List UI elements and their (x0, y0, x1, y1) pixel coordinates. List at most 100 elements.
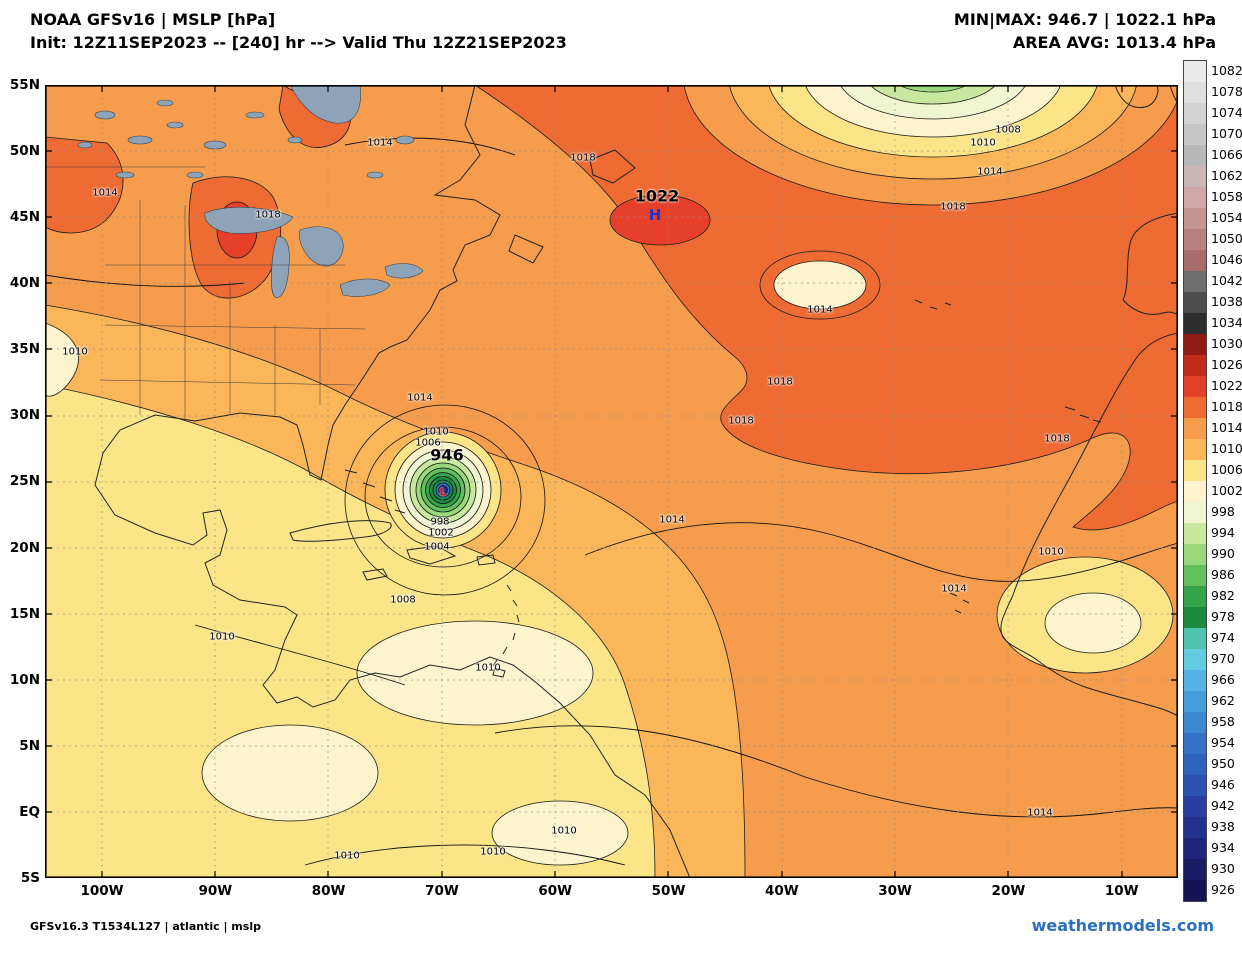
hurricane-rings (344, 404, 546, 596)
lat-axis-label: 5S (20, 869, 40, 886)
pressure-fills (45, 85, 1178, 878)
colorbar-tick-label: 926 (1211, 882, 1235, 897)
lat-axis-label: 50N (9, 143, 40, 160)
colorbar-tick-label: 1058 (1211, 189, 1242, 204)
colorbar-tick-label: 1070 (1211, 126, 1242, 141)
colorbar-cell (1184, 439, 1206, 460)
colorbar-cell (1184, 649, 1206, 670)
lon-axis-label: 30W (878, 883, 912, 899)
colorbar-cell (1184, 250, 1206, 271)
colorbar-tick-label: 1042 (1211, 273, 1242, 288)
lakes (77, 85, 424, 298)
lon-axis-label: 40W (764, 883, 799, 899)
colorbar-cell (1184, 292, 1206, 313)
colorbar-tick-label: 998 (1211, 504, 1235, 519)
colorbar-cell (1184, 775, 1206, 796)
colorbar-cell (1184, 145, 1206, 166)
colorbar-cell (1184, 208, 1206, 229)
colorbar-cell (1184, 838, 1206, 859)
colorbar-cell (1184, 397, 1206, 418)
colorbar-tick-label: 974 (1211, 630, 1235, 645)
colorbar-cell (1184, 607, 1206, 628)
lon-axis-label: 70W (425, 883, 459, 899)
colorbar-tick-label: 946 (1211, 777, 1235, 792)
colorbar-tick-label: 1034 (1211, 315, 1242, 330)
colorbar-cell (1184, 61, 1206, 82)
page-title: NOAA GFSv16 | MSLP [hPa] (30, 10, 276, 29)
colorbar-cell (1184, 628, 1206, 649)
colorbar-cell (1184, 880, 1206, 901)
colorbar-cell (1184, 670, 1206, 691)
colorbar-tick-label: 1046 (1211, 252, 1242, 267)
colorbar-tick-label: 934 (1211, 840, 1235, 855)
colorbar-cell (1184, 502, 1206, 523)
lon-axis-label: 100W (80, 883, 124, 899)
colorbar-cell (1184, 817, 1206, 838)
colorbar-cell (1184, 124, 1206, 145)
colorbar-tick-label: 962 (1211, 693, 1235, 708)
colorbar-cell (1184, 523, 1206, 544)
lat-axis-label: 15N (9, 605, 40, 622)
colorbar-cell (1184, 271, 1206, 292)
colorbar-tick-label: 1074 (1211, 105, 1242, 120)
colorbar-tick-label: 1038 (1211, 294, 1242, 309)
lat-axis-label: 5N (19, 737, 40, 754)
map-panel: 1014 1014 1018 1018 1014 1018 1008 1010 1014 1018… (45, 85, 1178, 878)
grid-lines (45, 85, 1178, 878)
colorbar-tick-label: 986 (1211, 567, 1235, 582)
colorbar-tick-label: 938 (1211, 819, 1235, 834)
colorbar-tick-label: 1014 (1211, 420, 1242, 435)
colorbar-tick-label: 1022 (1211, 378, 1242, 393)
lat-axis-label: 40N (9, 275, 40, 292)
lon-axis-label: 50W (651, 883, 686, 899)
colorbar-tick-label: 950 (1211, 756, 1235, 771)
lat-axis-label: EQ (19, 803, 40, 820)
header-right: MIN|MAX: 946.7 | 1022.1 hPa AREA AVG: 10… (954, 8, 1216, 54)
colorbar-tick-label: 1018 (1211, 399, 1242, 414)
minmax-readout: MIN|MAX: 946.7 | 1022.1 hPa (953, 10, 1216, 29)
colorbar-tick-label: 982 (1211, 588, 1235, 603)
colorbar-cell (1184, 544, 1206, 565)
colorbar-cell (1184, 166, 1206, 187)
colorbar-tick-label: 958 (1211, 714, 1235, 729)
lon-axis-label: 90W (198, 883, 233, 899)
colorbar-cell (1184, 586, 1206, 607)
model-info: GFSv16.3 T1534L127 | atlantic | mslp (30, 920, 261, 933)
colorbar-cell (1184, 565, 1206, 586)
colorbar-tick-label: 1082 (1211, 63, 1242, 78)
colorbar-tick-label: 1062 (1211, 168, 1242, 183)
colorbar-cell (1184, 754, 1206, 775)
lon-axis-label: 60W (538, 883, 573, 899)
state-borders (45, 166, 366, 420)
colorbar-tick-label: 1050 (1211, 231, 1242, 246)
colorbar-tick-label: 966 (1211, 672, 1235, 687)
lon-axis-label: 80W (311, 883, 346, 899)
contour-lines (45, 137, 1178, 866)
header-left: NOAA GFSv16 | MSLP [hPa] Init: 12Z11SEP2… (30, 8, 567, 54)
lat-axis-label: 10N (9, 671, 40, 688)
colorbar-tick-label: 990 (1211, 546, 1235, 561)
colorbar-cell (1184, 187, 1206, 208)
brand-link[interactable]: weathermodels.com (1031, 916, 1214, 935)
colorbar-cell (1184, 229, 1206, 250)
colorbar-cell (1184, 82, 1206, 103)
colorbar-cell (1184, 460, 1206, 481)
lon-axis-label: 10W (1104, 883, 1139, 899)
colorbar-tick-label: 978 (1211, 609, 1235, 624)
lon-axis-label: 20W (991, 883, 1026, 899)
init-valid-line: Init: 12Z11SEP2023 -- [240] hr --> Valid… (30, 33, 567, 53)
map-canvas (45, 85, 1178, 878)
colorbar-tick-label: 930 (1211, 861, 1235, 876)
map-frame (45, 85, 1178, 878)
colorbar-tick-label: 970 (1211, 651, 1235, 666)
colorbar-cell (1184, 733, 1206, 754)
colorbar-tick-label: 1010 (1211, 441, 1242, 456)
colorbar-tick-label: 1078 (1211, 84, 1242, 99)
colorbar-cell (1184, 481, 1206, 502)
colorbar-cell (1184, 796, 1206, 817)
colorbar-tick-label: 1054 (1211, 210, 1242, 225)
colorbar-cell (1184, 418, 1206, 439)
area-avg-readout: AREA AVG: 1013.4 hPa (1012, 33, 1216, 53)
lat-axis-label: 30N (9, 407, 40, 424)
